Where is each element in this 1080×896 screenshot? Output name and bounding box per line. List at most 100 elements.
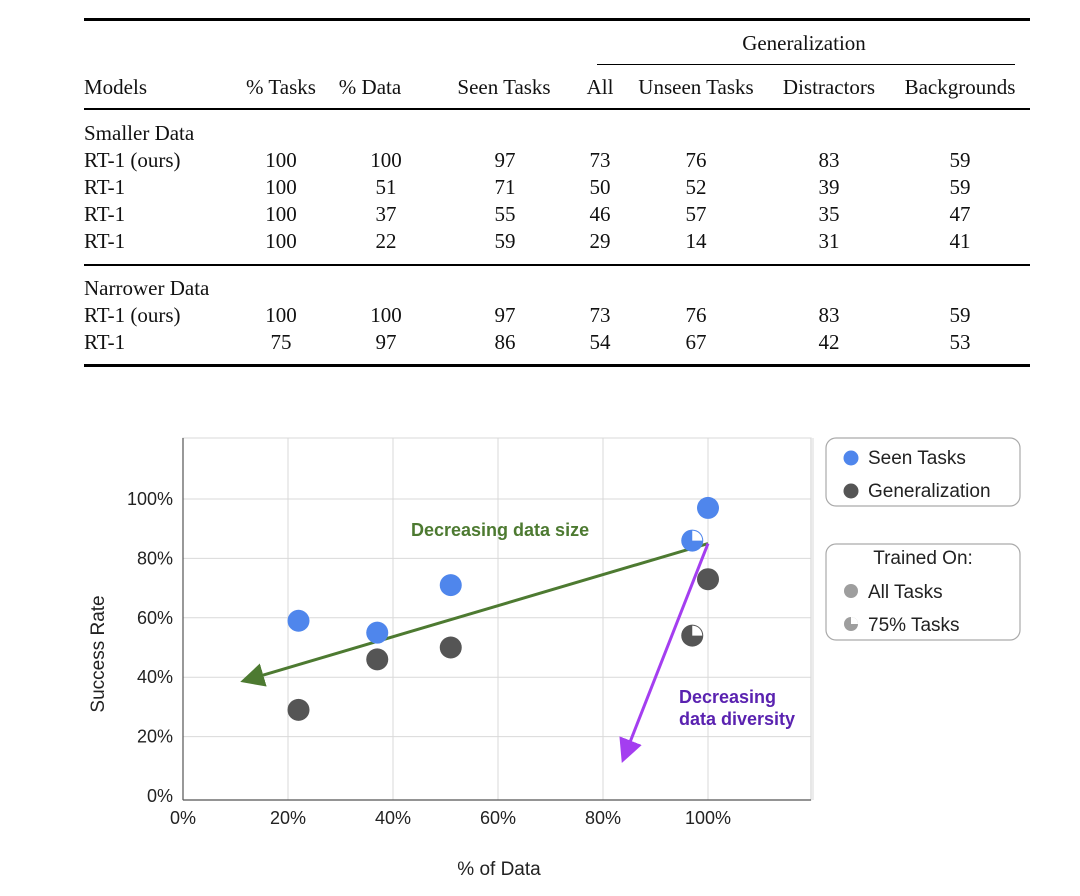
table-cell: 50 [589,175,611,199]
x-axis-label: % of Data [457,859,541,880]
seen-tasks-point [697,496,719,519]
generalization-point [697,568,719,591]
x-tick-label: 100% [685,808,731,828]
point-marker [439,574,462,597]
table-cell: RT-1 (ours) [84,148,181,172]
table-cell: 73 [589,303,611,327]
generalization-point [366,648,389,671]
legend-trained-on-box [825,543,1021,641]
table-cell: 100 [265,229,297,253]
table-cell: 83 [818,303,840,327]
generalization-point [681,624,704,647]
legend-seen-label: Seen Tasks [868,448,966,469]
table-cell: 100 [265,303,297,327]
table-cell: 59 [949,148,971,172]
seen-tasks-point [366,621,389,644]
annotation-data-diversity-line2: data diversity [679,709,795,729]
table-cell: 59 [949,175,971,199]
table-cell: 47 [949,202,971,226]
point-partial-wedge [692,625,703,636]
generalization-underline [597,64,1015,65]
table-cell: 31 [818,229,840,253]
table-cell: 71 [494,175,516,199]
table-cell: 76 [685,303,707,327]
table-cell: 52 [685,175,707,199]
table-cell: 22 [375,229,397,253]
col-header-models: Models [84,75,147,99]
table-cell: 51 [375,175,397,199]
generalization-point [439,636,462,659]
arrow-layer [240,542,710,763]
table-cell: 41 [949,229,971,253]
table-cell: 39 [818,175,840,199]
table-cell: 14 [685,229,707,253]
table-cell: 100 [370,148,402,172]
table-cell: 86 [494,330,516,354]
legend-generalization-marker [843,483,859,499]
header-rule [84,108,1030,110]
table-bottom-rule [84,364,1030,367]
col-header-unseen-tasks: Unseen Tasks [638,75,754,99]
legend-all-tasks-marker [844,584,858,598]
table-cell: 59 [949,303,971,327]
x-tick-label: 20% [270,808,306,828]
point-marker [697,568,719,591]
generalization-point [287,698,310,721]
table-cell: 75 [270,330,292,354]
table-cell: 29 [589,229,611,253]
table-cell: 42 [818,330,840,354]
table-cell: 46 [589,202,611,226]
point-marker [697,496,719,519]
col-header-pct-tasks: % Tasks [246,75,316,99]
table-cell: RT-1 [84,330,126,354]
col-header-seen-tasks: Seen Tasks [457,75,551,99]
table-cell: 100 [265,175,297,199]
section-title-smaller-data: Smaller Data [84,121,195,145]
table-cell: 100 [265,202,297,226]
plot-area [182,437,812,801]
table-top-rule [84,18,1030,21]
point-marker [287,609,310,632]
point-marker [366,648,389,671]
table-cell: 100 [265,148,297,172]
table-cell: 57 [685,202,707,226]
table-cell: RT-1 [84,202,126,226]
x-tick-label: 60% [480,808,516,828]
x-tick-label: 40% [375,808,411,828]
chart-svg: 0% 20% 40% 60% 80% 100% 0% 20% 40% 60% 80% 100% % o… [88,437,1021,880]
col-header-distractors: Distractors [782,75,876,99]
y-axis-label: Success Rate [88,595,109,712]
seen-tasks-point [287,609,310,632]
group-header-generalization: Generalization [742,31,866,55]
y-tick-label: 0% [147,786,173,806]
table-cell: 67 [685,330,707,354]
y-tick-label: 100% [127,489,173,509]
legend-75-tasks-label: 75% Tasks [868,615,960,636]
point-marker [287,698,310,721]
y-tick-label: 20% [137,727,173,747]
legend-all-tasks-label: All Tasks [868,582,943,603]
table-cell: 59 [494,229,516,253]
annotation-data-diversity-line1: Decreasing [679,687,776,707]
success-rate-chart: 0% 20% 40% 60% 80% 100% 0% 20% 40% 60% 80% 100% % o… [84,422,1030,888]
section-rule [84,264,1030,266]
section-title-narrower-data: Narrower Data [84,276,210,300]
table-cell: 55 [494,202,516,226]
table-cell: 76 [685,148,707,172]
table-cell: RT-1 [84,175,126,199]
table-cell: 37 [375,202,397,226]
legend-trained-on-title: Trained On: [873,548,973,569]
x-tick-label: 0% [170,808,196,828]
annotation-arrow [619,543,710,763]
col-header-backgrounds: Backgrounds [904,75,1016,99]
table-cell: 73 [589,148,611,172]
point-layer [287,496,719,721]
seen-tasks-point [439,574,462,597]
table-cell: 100 [370,303,402,327]
table-cell: 35 [818,202,840,226]
axis-layer: 0% 20% 40% 60% 80% 100% 0% 20% 40% 60% 80% 100% [127,438,811,828]
col-header-all: All [586,75,614,99]
annotation-arrow [240,542,709,687]
y-tick-label: 80% [137,548,173,568]
table-cell: 54 [589,330,611,354]
